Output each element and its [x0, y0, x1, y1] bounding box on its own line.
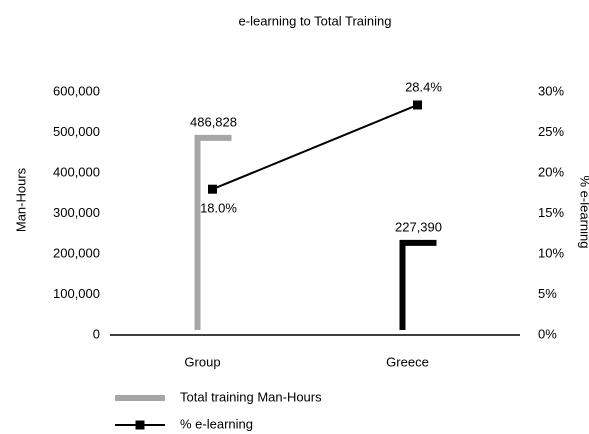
y2-tick-label: 10% — [538, 245, 564, 260]
y2-tick-label: 25% — [538, 124, 564, 139]
y2-tick-label: 0% — [538, 326, 557, 341]
y-tick-label: 200,000 — [53, 245, 100, 260]
legend-label: % e-learning — [180, 416, 253, 431]
chart-title: e-learning to Total Training — [239, 13, 392, 28]
y-tick-label: 300,000 — [53, 205, 100, 220]
y-tick-label: 100,000 — [53, 286, 100, 301]
y-axis-label: Man-Hours — [13, 167, 28, 232]
y-tick-label: 500,000 — [53, 124, 100, 139]
y-tick-label: 0 — [93, 326, 100, 341]
line-value-label: 18.0% — [200, 201, 237, 216]
bar-value-label: 227,390 — [395, 219, 442, 234]
y-tick-label: 400,000 — [53, 164, 100, 179]
x-tick-label: Greece — [386, 354, 429, 369]
bar — [194, 134, 232, 330]
y2-tick-label: 20% — [538, 164, 564, 179]
y2-tick-label: 5% — [538, 286, 557, 301]
y2-tick-label: 15% — [538, 205, 564, 220]
bar — [399, 239, 437, 330]
legend-marker — [135, 420, 145, 430]
y2-tick-label: 30% — [538, 83, 564, 98]
legend-label: Total training Man-Hours — [180, 389, 322, 404]
y-tick-label: 600,000 — [53, 83, 100, 98]
x-tick-label: Group — [184, 354, 220, 369]
y2-axis-label: % e-learning — [578, 176, 589, 249]
line-value-label: 28.4% — [405, 79, 442, 94]
bar-value-label: 486,828 — [190, 114, 237, 129]
line — [212, 104, 418, 191]
line-marker — [413, 100, 422, 110]
line-marker — [208, 184, 217, 194]
